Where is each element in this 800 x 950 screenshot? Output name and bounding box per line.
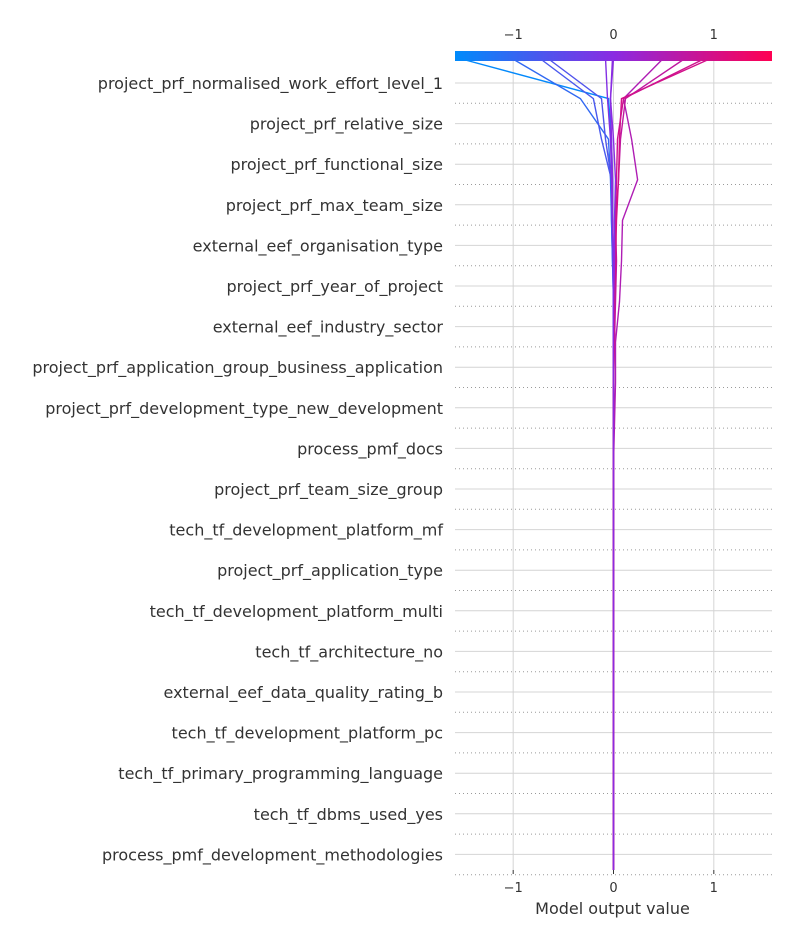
feature-label: external_eef_organisation_type [193, 236, 443, 256]
feature-label: project_prf_normalised_work_effort_level… [98, 74, 443, 94]
x-axis-title: Model output value [535, 899, 690, 918]
decision-line [457, 57, 615, 870]
decision-lines [457, 57, 713, 870]
feature-label: external_eef_data_quality_rating_b [164, 683, 443, 703]
feature-label: project_prf_year_of_project [226, 277, 443, 297]
feature-label: project_prf_functional_size [230, 155, 443, 175]
feature-label: tech_tf_development_platform_mf [169, 521, 443, 541]
colorbar [455, 51, 772, 61]
top-axis-ticks: −1 0 1 [504, 28, 718, 43]
decision-line [612, 57, 713, 870]
decision-line [612, 57, 665, 870]
feature-label: tech_tf_architecture_no [255, 642, 443, 662]
feature-label: project_prf_team_size_group [214, 480, 443, 500]
decision-line [510, 57, 615, 870]
feature-label: project_prf_max_team_size [226, 196, 443, 216]
bottom-axis-ticks: −1 0 1 [504, 870, 718, 896]
feature-labels: project_prf_normalised_work_effort_level… [32, 74, 443, 865]
feature-label: external_eef_industry_sector [213, 318, 444, 338]
decision-line [612, 57, 707, 870]
top-tick-label: 0 [609, 28, 617, 43]
feature-label: project_prf_relative_size [250, 115, 443, 135]
feature-label: process_pmf_docs [297, 439, 443, 459]
decision-line [546, 57, 615, 870]
bottom-tick-label: −1 [504, 881, 523, 896]
top-tick-label: −1 [504, 28, 523, 43]
feature-label: project_prf_application_type [217, 561, 443, 581]
bottom-tick-label: 1 [710, 881, 718, 896]
decision-line [612, 57, 687, 870]
bottom-tick-label: 0 [609, 881, 617, 896]
decision-line [538, 57, 615, 870]
decision-line [609, 57, 617, 870]
top-tick-label: 1 [710, 28, 718, 43]
feature-label: tech_tf_development_platform_pc [172, 724, 443, 744]
feature-label: project_prf_development_type_new_develop… [45, 399, 443, 419]
feature-label: process_pmf_development_methodologies [102, 845, 443, 865]
feature-label: tech_tf_dbms_used_yes [254, 805, 443, 825]
feature-label: tech_tf_primary_programming_language [118, 764, 443, 784]
feature-label: tech_tf_development_platform_multi [150, 602, 443, 622]
feature-label: project_prf_application_group_business_a… [32, 358, 443, 378]
